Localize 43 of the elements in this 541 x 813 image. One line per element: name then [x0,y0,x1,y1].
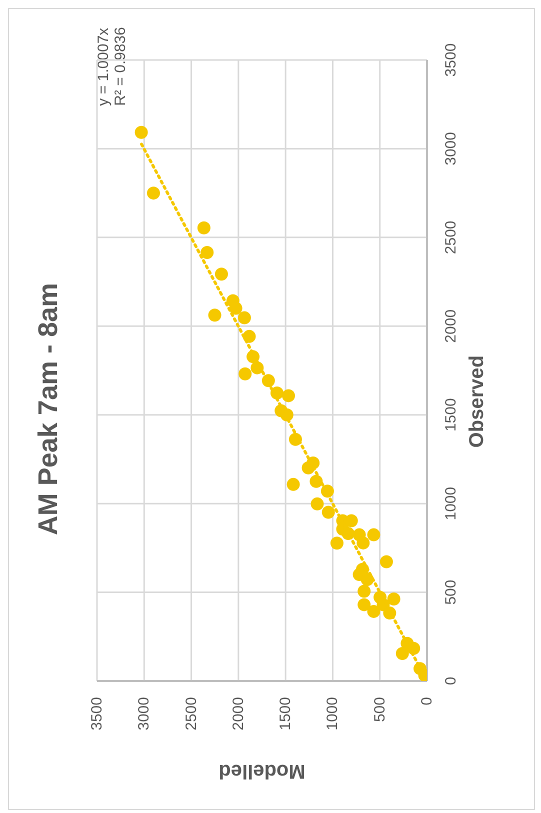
y-axis-title: Observed [466,355,488,448]
y-tick-label: 1500 [442,398,460,432]
point [200,246,214,260]
y-tick-label: 3500 [442,43,460,77]
point [197,221,210,234]
point [229,302,242,315]
x-tick-label: 2000 [230,697,247,730]
point [367,528,380,542]
point [396,647,409,660]
y-tick-label: 2500 [442,220,460,254]
y-tick-label: 1000 [442,486,460,520]
point [214,268,228,281]
point [238,367,252,380]
point [310,497,324,510]
x-tick-label: 3500 [88,697,106,730]
point [380,555,393,568]
x-tick-label: 2500 [182,697,200,730]
point [238,311,251,324]
point [146,186,160,200]
point [358,584,371,598]
annotation: R² = 0.9836 [112,27,129,106]
y-tick-label: 0 [442,676,460,686]
point [356,536,370,550]
text: AM Peak 7am - 8am [33,282,64,536]
point [286,478,300,491]
x-tick-label: 1500 [277,697,294,730]
y-tick-label: 500 [442,580,460,605]
y-tick-label: 3000 [442,132,460,166]
point [322,506,335,519]
x-axis-title: Modelled [218,760,306,782]
y-tick-label: 2000 [442,309,460,343]
point [134,126,148,139]
x-tick-label: 500 [371,697,388,722]
point [208,308,222,322]
point [387,592,400,606]
point [282,389,295,402]
point [330,536,344,550]
x-tick-label: 3000 [136,697,153,730]
x-tick-label: 0 [418,697,436,706]
annotation: y = 1.0007x [95,27,112,106]
x-tick-label: 1000 [324,697,342,730]
point [358,598,371,612]
point [367,604,380,618]
